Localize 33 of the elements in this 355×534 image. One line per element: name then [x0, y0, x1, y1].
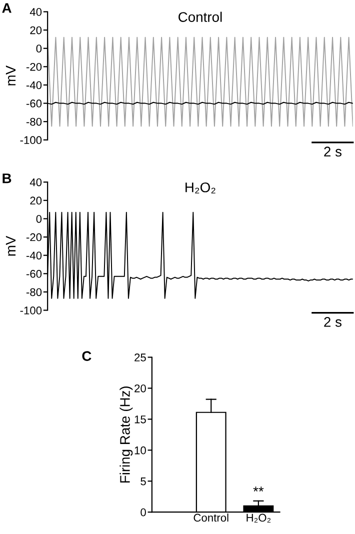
y-tick-label: 0	[36, 214, 42, 223]
y-axis-title: mV	[6, 236, 16, 256]
y-tick-label: 25	[134, 354, 146, 362]
y-axis-title: Firing Rate (Hz)	[120, 386, 133, 483]
text: B	[2, 174, 12, 184]
chart-title: Control	[178, 12, 222, 22]
y-tick-label: -20	[26, 233, 42, 242]
y-tick-label: 20	[30, 26, 42, 34]
y-tick-label: -40	[26, 81, 42, 90]
y-tick-label: -60	[26, 270, 42, 278]
y-tick-label: 20	[134, 384, 146, 392]
y-tick-label: 0	[140, 508, 146, 516]
text: C	[82, 351, 92, 361]
y-tick-label: 20	[30, 196, 42, 205]
y-tick-label: -40	[26, 252, 42, 260]
y-tick-label: -80	[26, 288, 42, 296]
annotation: **	[253, 486, 264, 492]
y-tick-label: -100	[20, 136, 42, 144]
y-tick-label: 15	[134, 416, 146, 424]
y-tick-label: -80	[26, 118, 42, 126]
y-tick-label: 40	[30, 8, 42, 16]
y-tick-label: -20	[26, 62, 42, 71]
y-axis-title: mV	[6, 65, 16, 86]
y-tick-label: 5	[140, 478, 146, 486]
chart-title: H₂O₂	[186, 182, 216, 194]
text: 2 s	[324, 317, 342, 327]
y-tick-label: 0	[36, 44, 42, 52]
text: A	[2, 3, 12, 13]
y-tick-label: 10	[134, 446, 146, 454]
y-tick-label: 40	[30, 178, 42, 186]
y-tick-label: -100	[20, 306, 42, 314]
text: 2 s	[324, 146, 342, 157]
y-tick-label: -60	[26, 100, 42, 108]
